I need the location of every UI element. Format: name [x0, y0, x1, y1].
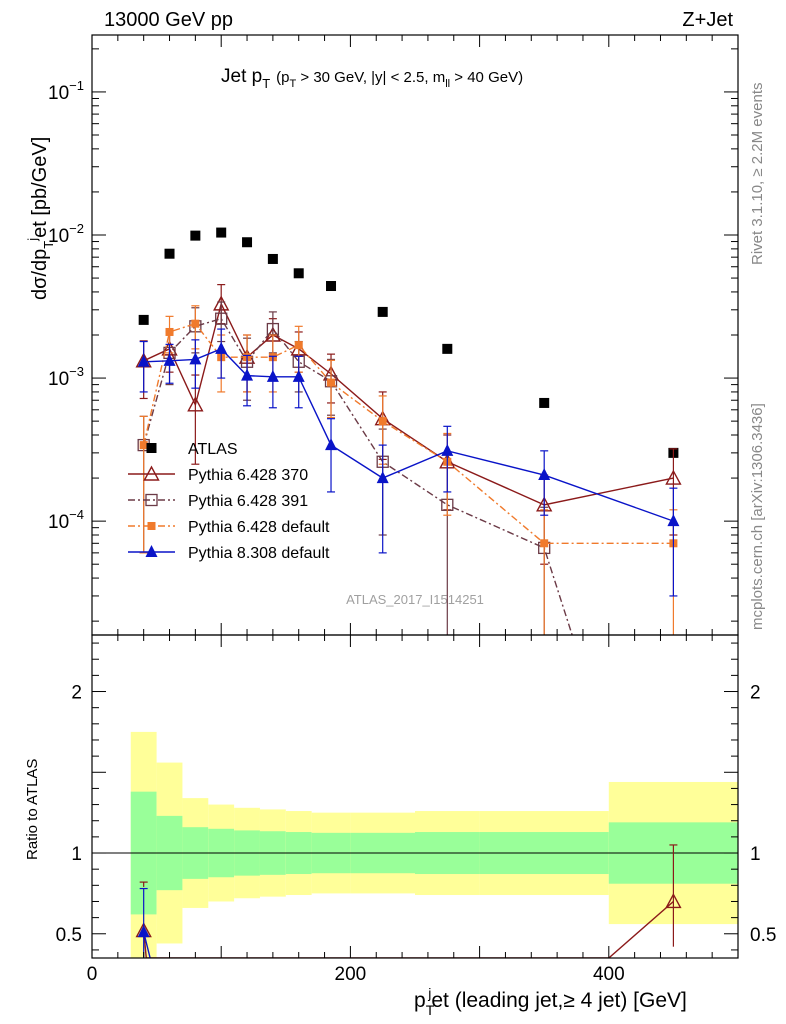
series-line: [143, 317, 573, 635]
data-point: [190, 230, 201, 241]
plot-title: Jet pT (pT > 30 GeV, |y| < 2.5, mll > 40 …: [221, 66, 523, 91]
ratio-uncertainty-bands: [130, 731, 738, 958]
tick-base: 10: [48, 226, 69, 247]
y-tick-label-ratio: 2: [71, 683, 82, 704]
data-point: [163, 353, 176, 366]
ratio-line: [142, 900, 674, 958]
data-point: [441, 443, 454, 456]
data-point: [138, 314, 149, 325]
data-point: [191, 319, 200, 328]
legend-marker: [147, 522, 156, 530]
legend-entry: ATLAS: [146, 441, 238, 458]
data-point: [139, 441, 148, 450]
legend-label: Pythia 6.428 370: [188, 467, 308, 484]
header-left: 13000 GeV pp: [104, 9, 233, 31]
ratio-series-pythia-8-308-default: [137, 887, 151, 958]
legend: ATLAS Pythia 6.428 370 Pythia 6.428 391 Pyt…: [128, 441, 330, 562]
header-right: Z+Jet: [682, 9, 733, 31]
data-point: [292, 369, 305, 382]
legend-marker: [143, 465, 160, 481]
data-point: [326, 281, 337, 292]
data-point: [164, 248, 175, 259]
data-point: [376, 471, 389, 484]
series-line: [142, 322, 674, 544]
data-point: [667, 514, 680, 527]
x-tick-label: 400: [593, 964, 625, 985]
data-point: [327, 378, 336, 387]
y-tick-label-ratio-right: 2: [750, 683, 761, 704]
ratio-series-pythia-6-428-370: [135, 844, 682, 958]
data-point: [665, 469, 682, 485]
series-pythia-8-308-default: [137, 328, 680, 597]
legend-entry: Pythia 6.428 default: [128, 519, 330, 536]
tick-exponent: −3: [69, 364, 84, 379]
legend-marker: [146, 443, 157, 453]
legend-label: Pythia 6.428 default: [188, 519, 330, 536]
tick-base: 10: [48, 83, 69, 104]
y-tick-label-ratio: 1: [71, 844, 82, 865]
tick-exponent: −1: [69, 78, 84, 93]
data-point: [442, 343, 453, 354]
data-point: [165, 327, 174, 336]
data-point: [377, 306, 388, 317]
x-tick-label: 0: [87, 964, 98, 985]
y-tick-label-ratio-right: 0.5: [750, 925, 776, 946]
tick-base: 10: [48, 369, 69, 390]
legend-entry: Pythia 6.428 370: [128, 465, 308, 484]
legend-label: Pythia 8.308 default: [188, 545, 330, 562]
series-line: [143, 348, 674, 522]
data-point: [215, 341, 228, 354]
y-tick-label-ratio: 0.5: [56, 925, 82, 946]
y-tick-label-main: 10−2: [48, 221, 84, 247]
x-tick-label: 200: [335, 964, 367, 985]
y-tick-label-main: 10−4: [48, 507, 84, 533]
data-point: [325, 438, 338, 451]
mcplots-text: mcplots.cern.ch [arXiv:1306.3436]: [749, 403, 766, 630]
series-line: [143, 301, 674, 506]
tick-exponent: −4: [69, 507, 84, 522]
data-point: [241, 368, 254, 381]
data-point: [187, 396, 204, 412]
ratio-panel: [92, 844, 738, 958]
data-point: [189, 352, 202, 365]
legend-marker: [145, 493, 158, 507]
y-tick-label-main: 10−3: [48, 364, 84, 390]
data-point: [215, 312, 228, 325]
x-axis-label: pTjet (leading jet,≥ 4 jet) [GeV]: [414, 985, 687, 1018]
legend-entry: Pythia 6.428 391: [128, 493, 308, 510]
ratio-frame: [91, 634, 739, 959]
main-panel: [135, 227, 682, 635]
series-atlas: [138, 227, 679, 458]
data-point: [293, 268, 304, 279]
legend-marker: [145, 545, 158, 557]
data-point: [538, 468, 551, 481]
data-point: [267, 253, 278, 264]
y-axis-label-ratio: Ratio to ATLAS: [24, 759, 41, 860]
legend-label: Pythia 6.428 391: [188, 493, 308, 510]
data-point: [294, 341, 303, 350]
data-point: [378, 417, 387, 426]
y-tick-label-main: 10−1: [48, 78, 84, 104]
data-point: [242, 237, 253, 248]
analysis-watermark: ATLAS_2017_I1514251: [346, 592, 484, 607]
data-point: [266, 369, 279, 382]
data-point: [539, 397, 550, 408]
tick-base: 10: [48, 512, 69, 533]
y-axis-label-main: dσ/dpTjet [pb/GeV]: [25, 137, 56, 300]
y-tick-label-ratio-right: 1: [750, 844, 761, 865]
legend-entry: Pythia 8.308 default: [128, 545, 330, 562]
rivet-version-text: Rivet 3.1.10, ≥ 2.2M events: [749, 83, 766, 266]
ratio-point: [665, 892, 682, 909]
data-point: [540, 539, 549, 548]
data-point: [137, 354, 150, 367]
tick-exponent: −2: [69, 221, 84, 236]
legend-label: ATLAS: [188, 441, 238, 458]
data-point: [216, 227, 227, 238]
ratio-point: [137, 925, 150, 938]
